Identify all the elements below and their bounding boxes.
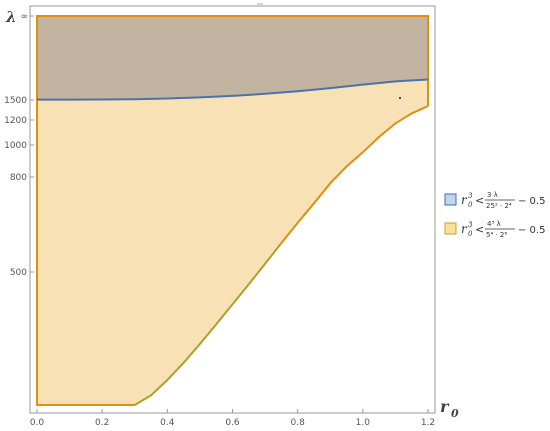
svg-text:r: r [440,397,450,416]
x-tick-label: 1.2 [421,418,435,428]
legend-subscript: 0 [468,201,473,209]
legend-tail: − 0.5 [518,225,545,236]
x-axis-label: r 0 [440,397,459,420]
legend-swatch [444,222,457,235]
legend-entry: r 03 <3 λ 25² · 2⁴ − 0.5 [444,191,545,210]
x-tick-label: 0.2 [95,418,109,428]
svg-text:0: 0 [451,407,459,420]
legend-operator: < [475,223,484,236]
legend-swatch [444,193,457,206]
legend-denominator: 5⁴ · 2⁶ [486,231,507,239]
x-tick-label: 0.4 [160,418,175,428]
region-overlap-fill [37,16,428,100]
y-axis: ∞ 1500 1200 1000 800 500 [4,12,34,278]
legend-entry: r 03 <4³ λ 5⁴ · 2⁶ − 0.5 [444,220,545,239]
legend-superscript: 3 [468,221,473,229]
x-tick-label: 0.8 [291,418,306,428]
marker-dot [399,97,401,99]
region-yellow-border [36,15,429,406]
series-lower-boundary-a [134,242,283,406]
legend-numerator: 3 λ [487,191,498,199]
x-axis: 0.0 0.2 0.4 0.6 0.8 1.0 1.2 [30,409,435,428]
y-axis-label: λ [5,8,17,26]
y-tick-label: 1200 [4,116,27,126]
x-tick-label: 0.6 [225,418,240,428]
y-tick-label: 1500 [4,96,27,106]
legend-superscript: 3 [468,192,473,200]
y-tick-label: 500 [10,268,27,278]
regions [36,15,429,406]
y-tick-label: 800 [10,173,27,183]
legend-variable: r [461,193,468,207]
x-tick-label: 1.0 [356,418,371,428]
y-tick-label: ∞ [21,12,29,22]
legend-tail: − 0.5 [518,196,545,207]
legend-subscript: 0 [468,230,473,238]
x-tick-label: 0.0 [30,418,45,428]
legend-variable: r [461,222,468,236]
y-tick-label: 1000 [4,141,27,151]
legend-numerator: 4³ λ [487,220,501,228]
legend-operator: < [475,194,484,207]
region-yellow-fill [37,16,428,405]
series-blue-curve [37,78,429,101]
legend-denominator: 25² · 2⁴ [486,202,512,210]
series-lower-boundary-b [280,105,429,244]
